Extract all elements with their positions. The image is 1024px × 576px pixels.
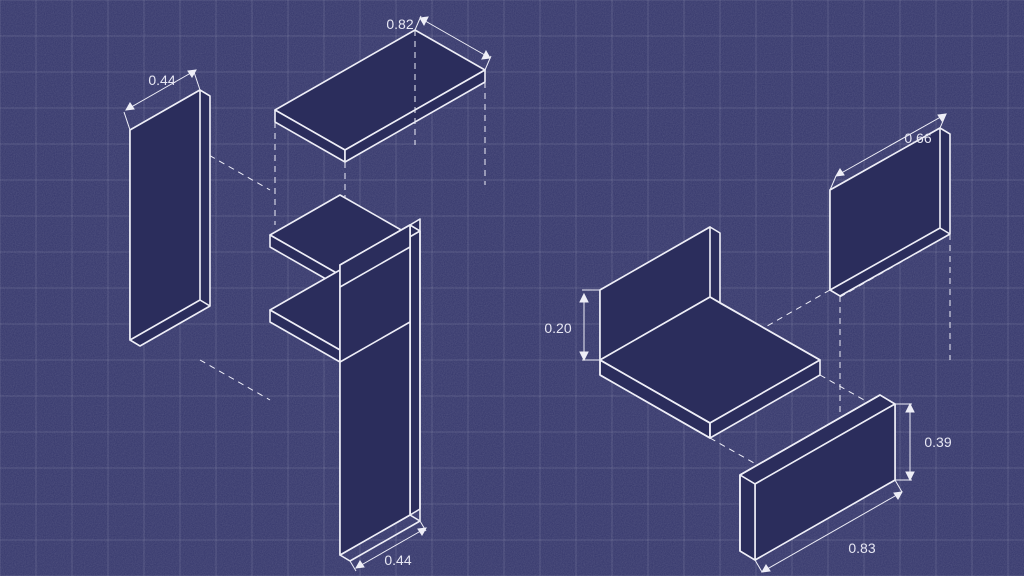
dim-label-bottom: 0.44 xyxy=(384,552,411,568)
dim-label-back-panel: 0.66 xyxy=(904,130,931,146)
blueprint-canvas: 0.44 0.82 0.44 0.66 0.20 0.39 0.83 xyxy=(0,0,1024,576)
dim-label-tray-height: 0.20 xyxy=(544,320,571,336)
dim-label-left-panel: 0.44 xyxy=(148,72,175,88)
dim-label-top-shelf: 0.82 xyxy=(386,16,413,32)
left-side-panel xyxy=(130,90,210,346)
dim-label-wedge-h: 0.39 xyxy=(924,434,951,450)
dim-label-wedge-l: 0.83 xyxy=(848,540,875,556)
left-right-panel xyxy=(340,219,420,561)
